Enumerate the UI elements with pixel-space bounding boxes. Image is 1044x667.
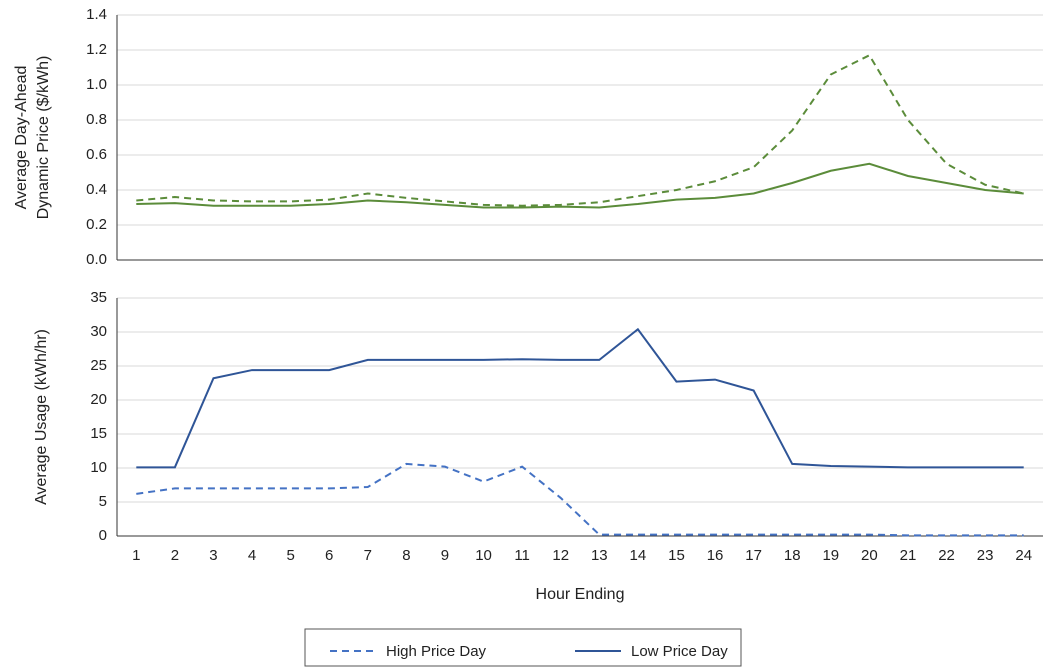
x-tick-label: 6 [325, 547, 333, 564]
y-tick-label: 0.0 [86, 251, 107, 268]
x-tick-label: 24 [1015, 547, 1032, 564]
y-tick-label: 1.4 [86, 6, 107, 23]
y-tick-label: 35 [90, 289, 107, 306]
y-axis-label: Dynamic Price ($/kWh) [35, 56, 52, 220]
x-tick-label: 5 [286, 547, 294, 564]
x-tick-label: 19 [822, 547, 839, 564]
y-axis-label: Average Day-Ahead [13, 66, 30, 210]
x-tick-label: 14 [630, 547, 647, 564]
x-tick-label: 9 [441, 547, 449, 564]
x-tick-label: 4 [248, 547, 256, 564]
x-tick-label: 12 [552, 547, 569, 564]
x-tick-label: 7 [364, 547, 372, 564]
x-tick-label: 23 [977, 547, 994, 564]
x-tick-label: 11 [514, 547, 530, 564]
y-tick-label: 20 [90, 391, 107, 408]
y-tick-label: 0.2 [86, 216, 107, 233]
series-line [136, 327, 1024, 469]
y-tick-label: 0 [99, 527, 107, 544]
y-tick-label: 0.4 [86, 181, 107, 198]
x-tick-label: 13 [591, 547, 608, 564]
x-tick-label: 15 [668, 547, 685, 564]
x-tick-label: 10 [475, 547, 492, 564]
y-tick-label: 5 [99, 493, 107, 510]
y-tick-label: 10 [90, 459, 107, 476]
x-axis-label: Hour Ending [536, 586, 625, 603]
series-line [136, 462, 1024, 537]
series-line [136, 162, 1024, 209]
y-tick-label: 1.2 [86, 41, 107, 58]
x-tick-label: 17 [745, 547, 762, 564]
x-tick-label: 8 [402, 547, 410, 564]
y-tick-label: 1.0 [86, 76, 107, 93]
x-tick-label: 22 [938, 547, 955, 564]
y-tick-label: 0.6 [86, 146, 107, 163]
legend-label: Low Price Day [631, 643, 728, 660]
x-tick-label: 21 [900, 547, 917, 564]
x-tick-label: 18 [784, 547, 801, 564]
x-tick-label: 2 [171, 547, 179, 564]
y-axis-label: Average Usage (kWh/hr) [33, 329, 50, 505]
y-tick-label: 15 [90, 425, 107, 442]
series-line [136, 53, 1024, 207]
x-tick-label: 20 [861, 547, 878, 564]
legend-label: High Price Day [386, 643, 487, 660]
legend-box [304, 628, 742, 667]
y-tick-label: 25 [90, 357, 107, 374]
x-tick-label: 3 [209, 547, 217, 564]
x-tick-label: 16 [707, 547, 724, 564]
y-tick-label: 0.8 [86, 111, 107, 128]
x-tick-label: 1 [132, 547, 140, 564]
y-tick-label: 30 [90, 323, 107, 340]
